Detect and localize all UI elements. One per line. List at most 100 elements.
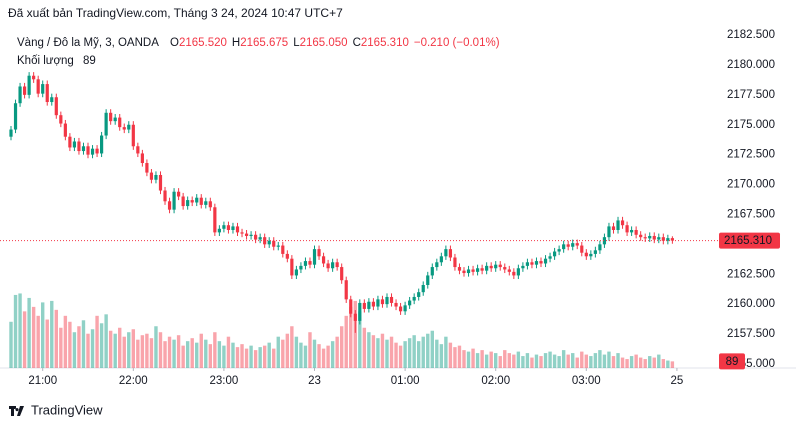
candle-body xyxy=(643,237,647,239)
volume-bar xyxy=(18,293,22,368)
candle-body xyxy=(543,258,548,264)
volume-bar xyxy=(50,300,54,368)
volume-bar xyxy=(512,354,516,368)
candle-body xyxy=(208,201,212,208)
volume-bar xyxy=(41,302,45,368)
legend-o: 2165.520 xyxy=(179,37,227,49)
candle-body xyxy=(371,301,375,307)
volume-bar xyxy=(484,354,489,368)
candle-body xyxy=(534,261,539,265)
candle-body xyxy=(199,197,203,205)
candle-body xyxy=(235,226,240,233)
volume-bar xyxy=(494,353,498,368)
volume-bar xyxy=(344,315,348,368)
volume-bar xyxy=(63,315,68,368)
candle-body xyxy=(326,263,330,269)
volume-bar xyxy=(430,330,434,368)
volume-bar xyxy=(498,356,502,368)
volume-bar xyxy=(36,315,40,368)
volume-legend-value: 89 xyxy=(83,55,96,67)
volume-bar xyxy=(244,348,249,368)
volume-bar xyxy=(453,347,457,368)
volume-bar xyxy=(670,361,675,368)
volume-bar xyxy=(185,341,190,368)
volume-bar xyxy=(95,315,99,368)
candle-body xyxy=(494,264,498,269)
volume-bar xyxy=(131,329,136,368)
candle-body xyxy=(244,233,249,236)
volume-bar xyxy=(90,329,95,368)
volume-bar xyxy=(199,333,203,368)
volume-bar xyxy=(262,345,267,368)
volume-bar xyxy=(154,326,158,368)
candle-body xyxy=(444,249,448,257)
candle-body xyxy=(285,253,289,259)
candle-body xyxy=(462,270,466,274)
volume-bar xyxy=(403,341,407,368)
candle-body xyxy=(475,268,480,272)
candle-body xyxy=(36,79,40,94)
volume-bar xyxy=(299,342,303,368)
volume-bar xyxy=(507,353,511,368)
candle-body xyxy=(226,225,231,230)
volume-bar xyxy=(163,341,167,368)
y-tick-label: 2170.000 xyxy=(727,179,775,191)
candle-body xyxy=(376,299,380,307)
volume-bar xyxy=(335,336,339,368)
candle-body xyxy=(195,197,199,203)
x-tick-label: 25 xyxy=(671,375,684,387)
volume-bar xyxy=(181,345,185,368)
y-tick-label: 2175.000 xyxy=(727,119,775,131)
candle-body xyxy=(272,240,276,247)
candle-body xyxy=(648,235,652,239)
volume-bar xyxy=(439,344,444,368)
candle-body xyxy=(657,237,661,240)
volume-bar xyxy=(362,327,367,368)
volume-bar xyxy=(140,335,145,368)
volume-bar xyxy=(240,344,244,368)
candle-body xyxy=(634,229,638,235)
candle-body xyxy=(367,301,371,309)
x-tick-label: 23 xyxy=(308,375,321,387)
candle-body xyxy=(27,75,31,95)
candle-body xyxy=(308,261,312,265)
candle-body xyxy=(54,97,58,116)
volume-bar xyxy=(226,336,231,368)
volume-bar xyxy=(59,327,63,368)
candle-body xyxy=(430,267,434,276)
volume-bar xyxy=(367,332,371,368)
volume-bar xyxy=(127,332,131,368)
volume-bar xyxy=(190,338,194,368)
x-tick-label: 23:00 xyxy=(210,375,239,387)
volume-bar xyxy=(652,357,656,368)
volume-box-label: 89 xyxy=(726,356,739,368)
x-tick-label: 02:00 xyxy=(481,375,510,387)
candle-body xyxy=(353,313,357,321)
volume-bar xyxy=(475,353,480,368)
legend: Vàng / Đô la Mỹ, 3, OANDA Khối lượng xyxy=(17,37,159,67)
candle-body xyxy=(652,235,656,240)
published-note: Đã xuất bản TradingView.com, Tháng 3 24,… xyxy=(8,6,343,20)
candle-body xyxy=(167,201,172,210)
volume-bar xyxy=(272,348,276,368)
volume-bar xyxy=(407,338,412,368)
legend-change: −0.210 (−0.01%) xyxy=(414,37,500,49)
candle-body xyxy=(611,226,616,230)
volume-bar xyxy=(104,314,108,368)
candle-body xyxy=(63,123,67,137)
x-tick-label: 03:00 xyxy=(572,375,601,387)
volume-bar xyxy=(584,354,589,368)
volume-bar xyxy=(648,356,652,368)
volume-bar xyxy=(267,342,271,368)
volume-bar xyxy=(204,339,208,368)
volume-bar xyxy=(625,359,629,368)
volume-bar xyxy=(376,338,380,368)
candle-body xyxy=(217,228,221,233)
candle-body xyxy=(539,261,543,264)
volume-box xyxy=(719,353,745,370)
candle-body xyxy=(489,265,493,269)
volume-bar xyxy=(149,338,154,368)
candle-body xyxy=(331,262,335,269)
candle-body xyxy=(213,207,217,233)
candle-body xyxy=(553,251,557,257)
